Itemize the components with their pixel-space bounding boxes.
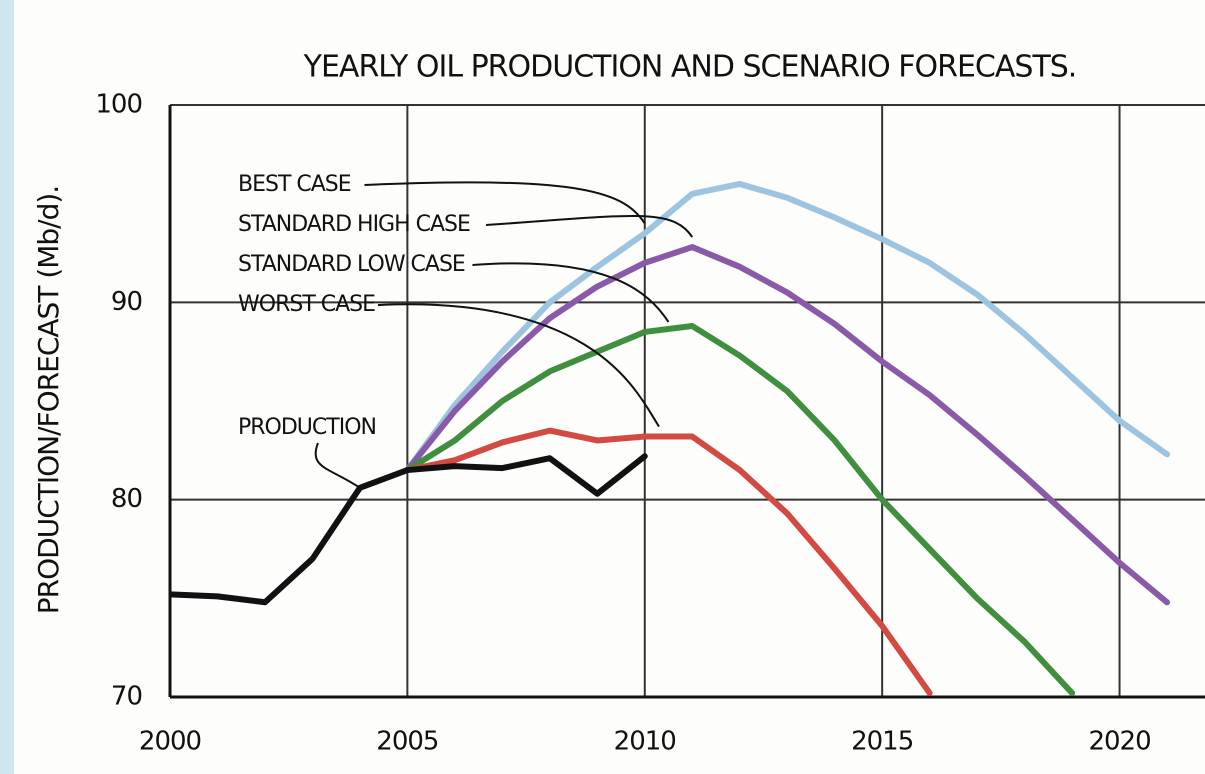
y-axis-label: PRODUCTION/FORECAST (Mb/d). bbox=[32, 186, 65, 614]
leader-line bbox=[364, 181, 646, 224]
x-tick-label: 2015 bbox=[851, 727, 913, 757]
leader-line bbox=[377, 303, 660, 428]
series-line bbox=[404, 323, 1076, 697]
leader-line bbox=[314, 442, 361, 489]
series-label: PRODUCTION bbox=[238, 415, 376, 440]
series-line bbox=[170, 453, 648, 606]
series-line bbox=[404, 180, 1171, 474]
x-tick-label: 2020 bbox=[1088, 727, 1150, 757]
x-tick-label: 2005 bbox=[376, 727, 438, 757]
y-tick-label: 80 bbox=[111, 484, 142, 514]
series-label: WORST CASE bbox=[238, 292, 375, 317]
page-edge bbox=[0, 0, 14, 774]
series-label: STANDARD LOW CASE bbox=[238, 252, 465, 277]
chart-title: YEARLY OIL PRODUCTION AND SCENARIO FOREC… bbox=[303, 50, 1077, 85]
series-label: BEST CASE bbox=[238, 172, 351, 197]
leader-line bbox=[472, 262, 670, 323]
series-label: STANDARD HIGH CASE bbox=[238, 212, 470, 237]
x-tick-label: 2010 bbox=[614, 727, 676, 757]
y-tick-label: 90 bbox=[111, 287, 142, 317]
series-line bbox=[404, 244, 1171, 606]
series-line bbox=[404, 427, 933, 697]
leader-line bbox=[485, 215, 694, 238]
y-tick-label: 100 bbox=[95, 90, 142, 120]
x-tick-label: 2000 bbox=[139, 727, 201, 757]
y-tick-label: 70 bbox=[111, 682, 142, 712]
